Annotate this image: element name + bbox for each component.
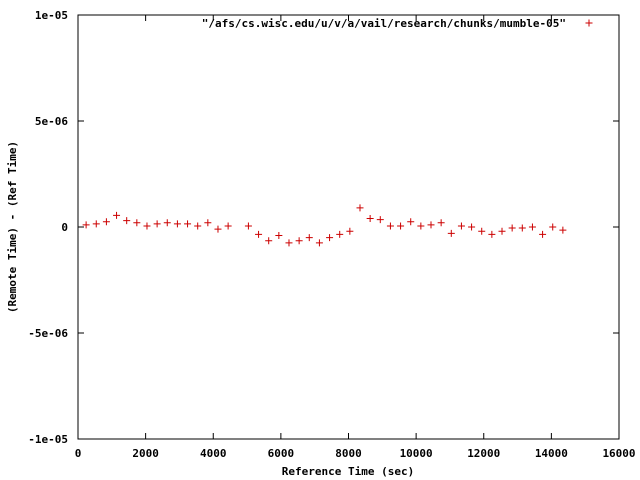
data-point xyxy=(224,222,232,230)
data-point xyxy=(417,222,425,230)
x-tick-label: 8000 xyxy=(335,447,362,460)
data-point xyxy=(113,211,121,219)
data-point xyxy=(549,223,557,231)
data-point xyxy=(356,204,364,212)
legend-series-label: "/afs/cs.wisc.edu/u/v/a/vail/research/ch… xyxy=(202,17,566,30)
data-point xyxy=(265,237,273,245)
data-point xyxy=(447,229,455,237)
x-axis-ticks: 0 2000 4000 6000 8000 10000 12000 14000 16000 xyxy=(75,15,636,460)
data-point xyxy=(214,225,222,233)
data-point xyxy=(153,220,161,228)
data-point xyxy=(498,227,506,235)
legend-marker xyxy=(585,19,593,27)
y-tick-label: -5e-06 xyxy=(28,327,68,340)
data-point xyxy=(386,222,394,230)
y-tick-label: 1e-05 xyxy=(35,9,68,22)
data-point xyxy=(143,222,151,230)
plot-frame xyxy=(77,14,620,440)
data-point xyxy=(285,239,293,247)
data-point xyxy=(326,234,334,242)
x-tick-label: 6000 xyxy=(268,447,295,460)
data-point xyxy=(163,219,171,227)
data-point xyxy=(539,230,547,238)
x-tick-label: 10000 xyxy=(400,447,433,460)
data-point xyxy=(346,227,354,235)
data-point xyxy=(173,220,181,228)
x-tick-label: 16000 xyxy=(602,447,635,460)
x-tick-label: 14000 xyxy=(535,447,568,460)
x-tick-label: 12000 xyxy=(467,447,500,460)
data-point xyxy=(102,218,110,226)
data-point xyxy=(468,223,476,231)
y-axis-ticks: -1e-05 -5e-06 0 5e-06 1e-05 xyxy=(28,9,619,446)
y-axis-label: (Remote Time) - (Ref Time) xyxy=(6,141,19,313)
data-point xyxy=(194,222,202,230)
legend-marker-symbol xyxy=(585,19,593,27)
legend: "/afs/cs.wisc.edu/u/v/a/vail/research/ch… xyxy=(202,17,593,30)
data-point xyxy=(82,221,90,229)
y-tick-label: -1e-05 xyxy=(28,433,68,446)
data-point xyxy=(376,216,384,224)
data-point xyxy=(437,219,445,227)
data-point xyxy=(123,217,131,225)
data-point xyxy=(244,222,252,230)
x-tick-label: 0 xyxy=(75,447,82,460)
data-point xyxy=(559,226,567,234)
data-point xyxy=(315,239,323,247)
data-point xyxy=(92,220,100,228)
data-point xyxy=(488,230,496,238)
x-axis-label: Reference Time (sec) xyxy=(282,465,414,478)
data-point xyxy=(133,219,141,227)
data-point xyxy=(518,224,526,232)
x-tick-label: 2000 xyxy=(132,447,159,460)
y-tick-label: 0 xyxy=(61,221,68,234)
data-point xyxy=(336,230,344,238)
data-point xyxy=(397,222,405,230)
data-point xyxy=(427,221,435,229)
data-point xyxy=(457,222,465,230)
y-tick-label: 5e-06 xyxy=(35,115,68,128)
data-point xyxy=(366,215,374,223)
data-point xyxy=(295,237,303,245)
data-point xyxy=(407,218,415,226)
data-point xyxy=(508,224,516,232)
data-point xyxy=(528,223,536,231)
data-point xyxy=(478,227,486,235)
x-tick-label: 4000 xyxy=(200,447,227,460)
data-point xyxy=(255,230,263,238)
data-point xyxy=(275,231,283,239)
data-points xyxy=(82,204,567,247)
data-point xyxy=(204,219,212,227)
data-point xyxy=(184,220,192,228)
data-point xyxy=(305,234,313,242)
